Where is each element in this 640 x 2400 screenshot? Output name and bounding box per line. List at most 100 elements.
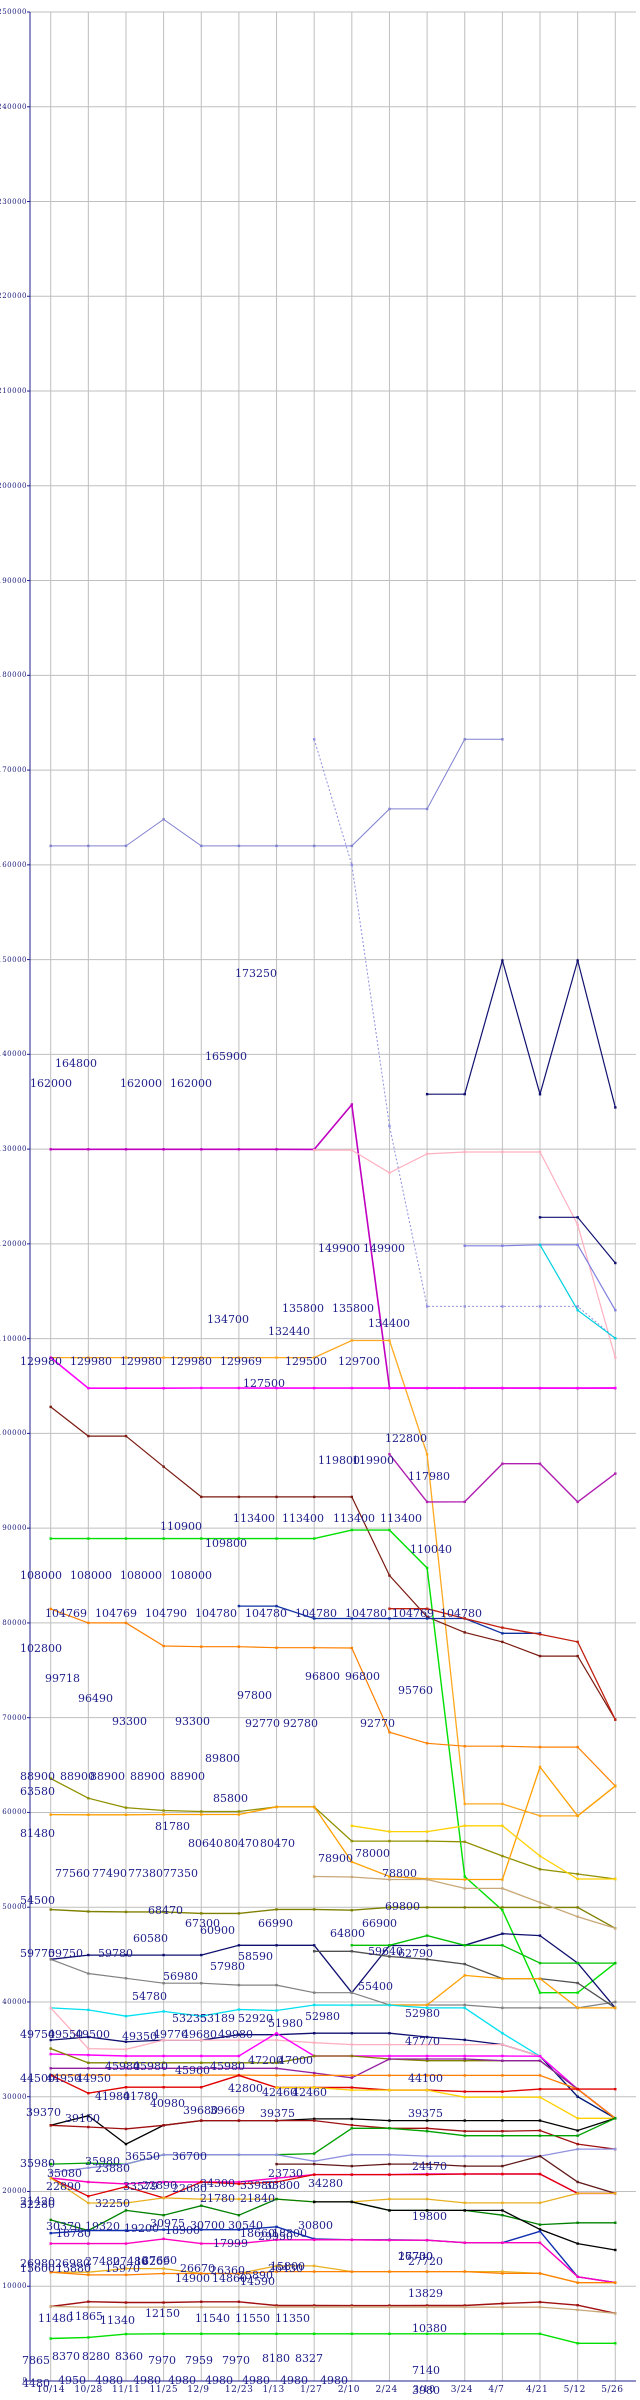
- point-value-label: 8360: [115, 2350, 143, 2363]
- series-s-cyan-119k: [538, 1243, 617, 1340]
- point-value-label: 26360: [210, 2264, 245, 2277]
- point-value-label: 18660: [240, 2227, 275, 2240]
- point-value-label: 4980: [280, 2374, 308, 2387]
- point-value-label: 113400: [282, 1512, 324, 1525]
- y-tick-label: 60000: [2, 1808, 27, 1817]
- point-value-label: 129980: [70, 1355, 112, 1368]
- point-value-label: 104780: [245, 1607, 287, 1620]
- point-value-label: 162000: [120, 1077, 162, 1090]
- point-value-label: 80640: [188, 1837, 223, 1850]
- point-value-label: 117980: [408, 1470, 450, 1483]
- series-s-orange-59k: [49, 1765, 617, 1881]
- point-value-label: 78800: [382, 1867, 417, 1880]
- point-value-label: 59750: [48, 1947, 83, 1960]
- series-s-orange-108k: [49, 1339, 617, 1818]
- y-tick-label: 250000: [0, 8, 27, 16]
- x-tick-label: 3/24: [450, 2385, 473, 2395]
- point-value-label: 7970: [222, 2354, 250, 2367]
- series-s-navy-high: [425, 958, 617, 1109]
- point-value-label: 88900: [90, 1770, 125, 1783]
- series-s-green-47k: [350, 1934, 617, 1965]
- point-value-label: 30540: [228, 2219, 263, 2232]
- point-value-label: 93300: [112, 1715, 147, 1728]
- point-value-label: 108000: [170, 1569, 212, 1582]
- point-value-label: 21840: [240, 2192, 275, 2205]
- series-s-orange-11k: [49, 2270, 617, 2284]
- point-value-label: 27480: [85, 2255, 120, 2268]
- x-tick-label: 12/9: [187, 2385, 210, 2395]
- x-tick-label: 11/11: [111, 2385, 141, 2395]
- point-value-label: 4980: [168, 2374, 196, 2387]
- y-tick-label: 210000: [0, 387, 27, 396]
- point-value-label: 34300: [200, 2177, 235, 2190]
- point-value-label: 110040: [410, 1543, 452, 1556]
- series-s-darkred-102k: [49, 1405, 617, 1721]
- point-value-label: 162000: [30, 1077, 72, 1090]
- point-value-label: 67300: [185, 1917, 220, 1930]
- y-tick-label: 50000: [2, 1903, 27, 1912]
- point-value-label: 113400: [380, 1512, 422, 1525]
- x-tick-label: 5/12: [563, 2385, 586, 2395]
- series-s-yellow-30k: [275, 2086, 617, 2120]
- point-value-label: 29950: [258, 2230, 293, 2243]
- point-value-label: 45980: [210, 2060, 245, 2073]
- point-value-label: 77380: [128, 1867, 163, 1880]
- y-tick-label: 150000: [0, 955, 27, 964]
- series-s-brightgreen-4k: [49, 2332, 617, 2345]
- point-value-label: 129700: [338, 1355, 380, 1368]
- point-value-label: 165900: [205, 1050, 247, 1063]
- point-value-label: 135800: [332, 1302, 374, 1315]
- point-value-label: 127500: [243, 1377, 285, 1390]
- point-value-label: 88900: [20, 1770, 55, 1783]
- point-value-label: 36700: [172, 2150, 207, 2163]
- point-value-label: 59640: [368, 1945, 403, 1958]
- point-value-label: 39375: [260, 2107, 295, 2120]
- point-value-label: 19800: [412, 2210, 447, 2223]
- point-value-label: 129500: [285, 1355, 327, 1368]
- point-value-label: 78000: [355, 1847, 390, 1860]
- point-value-label: 45980: [133, 2060, 168, 2073]
- point-value-label: 104780: [440, 1607, 482, 1620]
- point-value-label: 60900: [200, 1924, 235, 1937]
- series-s-navy-122k: [538, 1216, 617, 1265]
- point-value-label: 45960: [175, 2064, 210, 2077]
- point-value-label: 88900: [60, 1770, 95, 1783]
- point-value-label: 104780: [295, 1607, 337, 1620]
- point-value-label: 39370: [26, 2106, 61, 2119]
- point-value-label: 8370: [52, 2350, 80, 2363]
- point-value-label: 27730: [398, 2250, 433, 2263]
- series-s-periwinkle-top: [49, 738, 504, 848]
- point-value-label: 59780: [98, 1947, 133, 1960]
- point-value-label: 35980: [20, 2157, 55, 2170]
- point-value-label: 49680: [182, 2028, 217, 2041]
- point-value-label: 49980: [218, 2028, 253, 2041]
- point-value-label: 47770: [405, 2035, 440, 2048]
- point-value-label: 10380: [412, 2322, 447, 2335]
- point-value-label: 19200: [124, 2222, 159, 2235]
- series-s-purple-96k: [388, 1453, 617, 1504]
- y-tick-label: 100000: [0, 1429, 27, 1438]
- point-value-label: 23730: [268, 2167, 303, 2180]
- point-value-label: 18900: [165, 2224, 200, 2237]
- data-series-layer: [49, 738, 617, 2345]
- point-value-label: 22890: [46, 2180, 81, 2193]
- point-value-label: 66990: [258, 1917, 293, 1930]
- point-value-label: 62790: [398, 1947, 433, 1960]
- point-value-label: 22680: [172, 2182, 207, 2195]
- point-value-label: 104780: [345, 1607, 387, 1620]
- y-tick-label: 170000: [0, 766, 27, 775]
- point-value-label: 44500: [20, 2072, 55, 2085]
- point-value-label: 113400: [233, 1512, 275, 1525]
- point-value-label: 30370: [46, 2220, 81, 2233]
- y-tick-label: 10000: [2, 2282, 27, 2291]
- point-value-label: 108000: [120, 1569, 162, 1582]
- y-tick-label: 230000: [0, 197, 27, 206]
- point-value-label: 13829: [408, 2287, 443, 2300]
- point-value-label: 104769: [45, 1607, 87, 1620]
- point-value-label: 16700: [398, 2250, 433, 2263]
- point-value-label: 27660: [142, 2254, 177, 2267]
- y-tick-label: 220000: [0, 292, 27, 301]
- point-value-label: 95760: [398, 1684, 433, 1697]
